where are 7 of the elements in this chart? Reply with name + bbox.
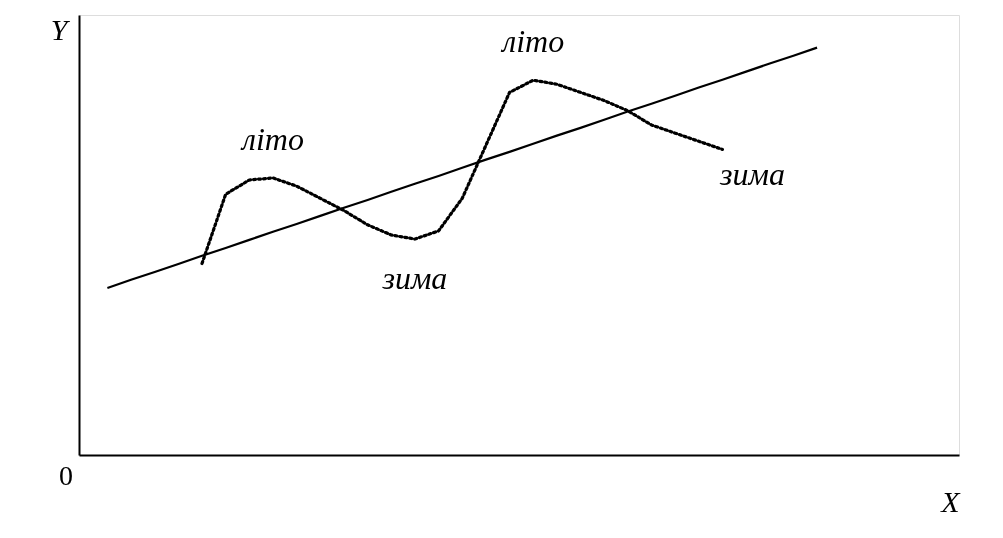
annotation: зима [718, 156, 785, 193]
annotation: зима [381, 260, 448, 297]
y-axis-title: Y [50, 12, 71, 46]
annotation: літо [500, 23, 565, 60]
x-axis-title: X [940, 484, 962, 518]
annotation: літо [240, 120, 304, 157]
text: 0 [59, 460, 73, 491]
